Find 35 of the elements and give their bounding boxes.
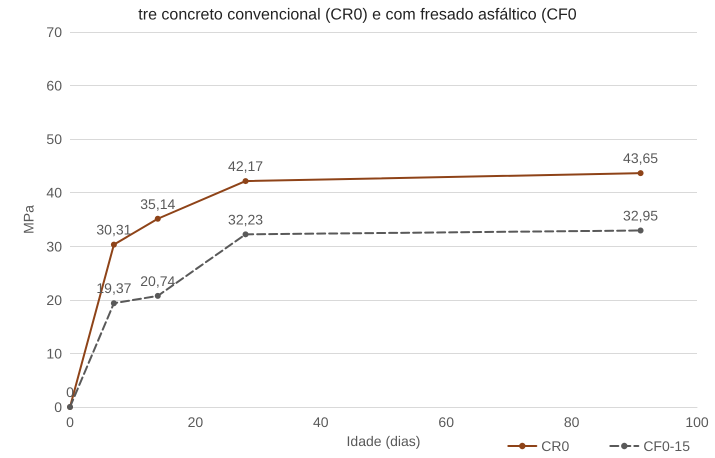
y-tick-label: 50 <box>46 131 62 148</box>
x-tick-label: 80 <box>564 414 580 430</box>
data-label: 43,65 <box>623 150 658 166</box>
data-label: 32,23 <box>228 211 264 228</box>
data-label: 35,14 <box>140 196 176 212</box>
y-tick-label: 10 <box>46 345 62 362</box>
x-tick-label: 100 <box>685 414 709 430</box>
data-label: 0 <box>66 384 74 400</box>
x-axis-title: Idade (dias) <box>346 432 420 449</box>
chart-title: tre concreto convencional (CR0) e com fresado asfáltico (CF0 <box>138 6 577 24</box>
point <box>242 231 249 238</box>
point <box>638 170 644 176</box>
point <box>110 300 117 306</box>
x-tick-label: 20 <box>188 414 204 430</box>
y-tick-label: 70 <box>46 24 62 40</box>
y-tick-label: 0 <box>54 399 62 415</box>
data-label: 20,74 <box>140 272 176 289</box>
data-label: 32,95 <box>623 207 658 224</box>
point <box>638 227 644 234</box>
x-tick-label: 60 <box>438 414 454 430</box>
legend-label: CF0-15 <box>643 438 690 454</box>
point <box>154 216 161 222</box>
point <box>154 292 161 299</box>
point <box>110 242 117 248</box>
x-tick-label: 40 <box>313 414 329 430</box>
y-tick-label: 40 <box>46 184 62 201</box>
x-tick-label: 0 <box>66 414 74 430</box>
data-label: 30,31 <box>96 222 132 238</box>
legend-label: CR0 <box>541 438 570 454</box>
y-tick-label: 60 <box>46 78 62 94</box>
y-axis-title: MPa <box>20 204 37 234</box>
data-label: 42,17 <box>228 158 264 174</box>
y-tick-label: 30 <box>46 238 62 254</box>
y-tick-label: 20 <box>46 292 62 308</box>
point <box>242 178 249 184</box>
